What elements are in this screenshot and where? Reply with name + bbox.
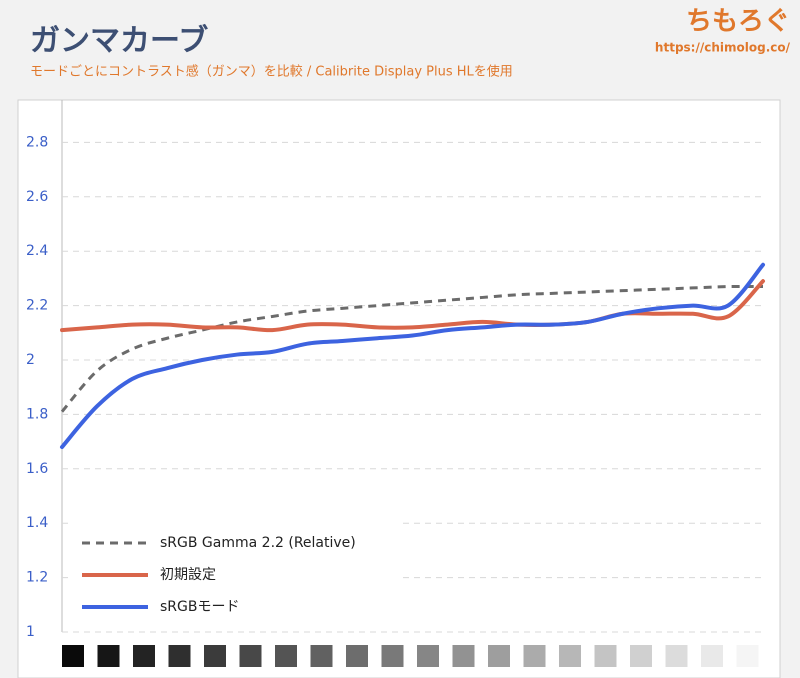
chart-subtitle: モードごとにコントラスト感（ガンマ）を比較 / Calibrite Displa… [30,64,513,80]
gray-swatch [62,645,84,667]
logo: ちもろぐ [686,7,790,37]
gray-swatch [417,645,439,667]
logo-url: https://chimolog.co/ [655,41,791,55]
gray-swatch [559,645,581,667]
y-tick-label: 2.8 [26,134,48,150]
gray-swatch [239,645,262,667]
y-tick-label: 2.2 [26,298,48,314]
gray-swatch [736,645,759,667]
gray-swatch [97,645,120,667]
y-tick-label: 1.6 [26,461,48,477]
gray-swatch [701,645,723,667]
gray-swatch [452,645,475,667]
y-tick-label: 2 [26,352,35,368]
gray-swatch [204,645,226,667]
gray-swatch [168,645,191,667]
gray-swatch [133,645,155,667]
gray-swatch [665,645,688,667]
gray-swatch [594,645,617,667]
legend-label: 初期設定 [160,566,216,583]
series-line [60,279,765,333]
y-tick-label: 1 [26,624,35,640]
y-tick-label: 2.4 [26,243,48,259]
y-tick-label: 1.4 [26,515,48,531]
y-tick-label: 1.8 [26,406,48,422]
legend-label: sRGB Gamma 2.2 (Relative) [160,535,356,551]
series-line [60,284,764,413]
gray-swatch [381,645,404,667]
gray-swatch [523,645,546,667]
gray-swatch [488,645,510,667]
gray-swatch [630,645,652,667]
chart-title: ガンマカーブ [30,24,208,59]
series-line [60,262,765,450]
legend-label: sRGBモード [160,599,239,615]
y-tick-label: 2.6 [26,189,48,205]
gray-swatch [310,645,333,667]
gray-swatch [346,645,368,667]
gray-swatch [275,645,297,667]
y-tick-label: 1.2 [26,570,48,586]
